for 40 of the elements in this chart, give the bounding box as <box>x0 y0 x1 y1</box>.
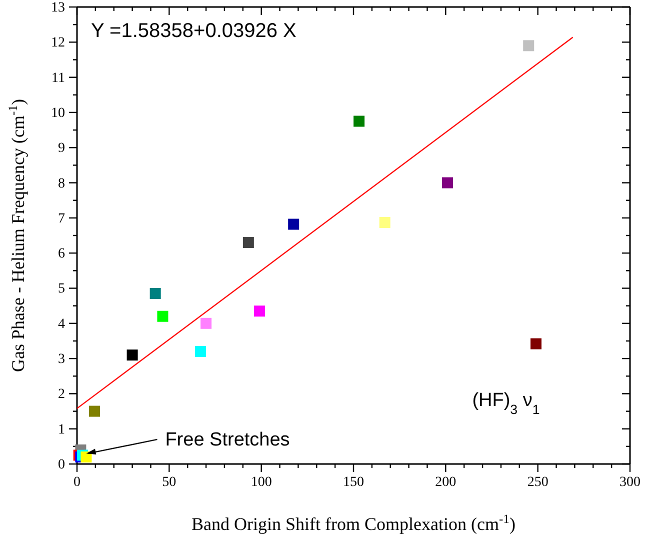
x-tick-label: 250 <box>527 474 548 490</box>
point <box>200 318 212 329</box>
x-tick-label: 50 <box>162 474 176 490</box>
y-tick-label: 10 <box>51 106 65 121</box>
y-tick-label: 5 <box>58 282 65 297</box>
x-tick-label: 150 <box>343 474 364 490</box>
point <box>157 310 168 322</box>
annotation: (HF)$_{3}$ ν$_{1}$ <box>472 390 540 416</box>
point <box>530 338 542 350</box>
x-tick-label: 200 <box>435 474 456 490</box>
point <box>89 406 100 417</box>
x-tick-label: 0 <box>74 474 80 490</box>
y-tick-label: 1 <box>58 422 65 438</box>
point <box>354 116 365 127</box>
point <box>379 216 390 228</box>
y-tick-label: 2 <box>58 387 65 402</box>
x-tick-label: 300 <box>620 474 640 490</box>
y-tick-label: 12 <box>51 36 65 51</box>
point <box>80 451 92 462</box>
y-tick-label: 8 <box>58 176 65 192</box>
annotation: Free Stretches <box>165 429 290 450</box>
point <box>195 346 206 358</box>
y-tick-label: 4 <box>58 316 65 332</box>
point <box>442 177 454 188</box>
y-tick-label: 13 <box>51 0 65 16</box>
point <box>288 218 300 230</box>
y-tick-label: 6 <box>58 246 65 262</box>
y-tick-label: 0 <box>58 457 65 472</box>
x-axis-title: Band Origin Shift from Complexation (cm$^{-1}$) <box>192 512 516 534</box>
y-tick-label: 3 <box>58 352 65 368</box>
point <box>126 350 138 361</box>
x-tick-label: 100 <box>250 474 272 490</box>
y-tick-label: 7 <box>58 211 65 226</box>
annotation: Y =1.58358+0.03926 X <box>91 20 296 42</box>
y-tick-label: 11 <box>52 70 65 86</box>
point <box>242 237 254 248</box>
point <box>254 306 265 317</box>
point <box>150 288 161 300</box>
point <box>523 40 534 52</box>
y-tick-label: 9 <box>58 141 65 156</box>
